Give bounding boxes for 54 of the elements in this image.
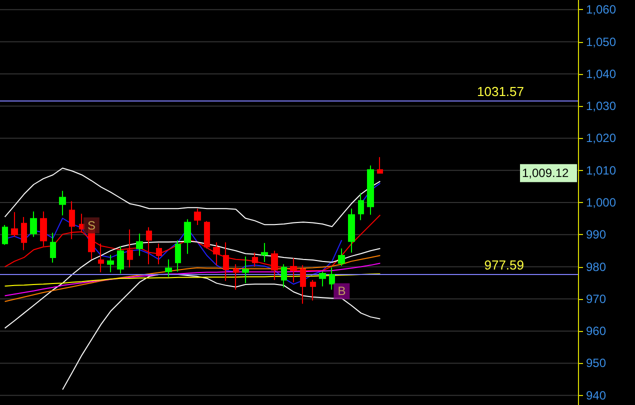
candlestick: [261, 242, 268, 262]
candlestick: [358, 192, 364, 221]
y-tick-label: 1,030: [586, 99, 616, 114]
line-series: [4, 273, 381, 287]
candlestick: [146, 226, 152, 265]
line-series: [4, 255, 381, 302]
y-tick-label: 1,040: [586, 66, 616, 81]
y-tick-label: 980: [586, 260, 606, 274]
candlestick: [242, 256, 249, 284]
y-tick-label: 960: [586, 324, 606, 338]
y-tick-label: 940: [586, 388, 606, 402]
candlestick: [50, 232, 56, 264]
line-series: [4, 240, 381, 329]
candlestick: [233, 264, 239, 290]
line-series: [62, 274, 381, 390]
candlestick: [348, 208, 355, 254]
text: 1,009.12: [522, 166, 570, 180]
candlestick: [252, 252, 258, 267]
candlestick: [30, 211, 37, 238]
y-tick-label: 1,050: [586, 34, 616, 49]
candlestick: [194, 208, 201, 226]
y-tick-label: 950: [586, 356, 606, 370]
candlestick: [175, 240, 181, 272]
y-tick-label: 1,060: [586, 2, 616, 17]
data-label: S: [87, 218, 96, 232]
ref-line-label: 977.59: [484, 258, 524, 273]
candlestick: [184, 218, 191, 254]
y-tick-label: 1,000: [586, 196, 616, 210]
candlestick: [338, 248, 345, 266]
candlestick: [281, 264, 287, 288]
candlestick: [117, 246, 124, 274]
candlestick: [367, 165, 374, 216]
candlestick: [11, 212, 18, 238]
candlestick: [21, 216, 27, 251]
candlestick: [165, 258, 172, 278]
y-tick-label: 1,010: [586, 163, 616, 178]
candlestick: [59, 190, 66, 216]
data-label: B: [338, 284, 346, 298]
y-tick-label: 1,020: [586, 131, 616, 146]
candlestick: [204, 220, 210, 249]
line-series: [4, 262, 381, 296]
candlestick: [213, 242, 220, 266]
candlestick: [107, 254, 114, 273]
candlestick: [136, 233, 143, 256]
candlestick: [2, 224, 8, 246]
candlestick: [156, 243, 162, 265]
candlestick: [319, 271, 326, 287]
candlestick: [310, 279, 316, 302]
candlestick: [329, 266, 335, 290]
candlestick: [127, 229, 133, 268]
candlestick: [377, 156, 383, 174]
y-tick-label: 990: [586, 228, 606, 242]
y-tick-label: 970: [586, 292, 606, 306]
ref-line-label: 1031.57: [477, 84, 524, 100]
